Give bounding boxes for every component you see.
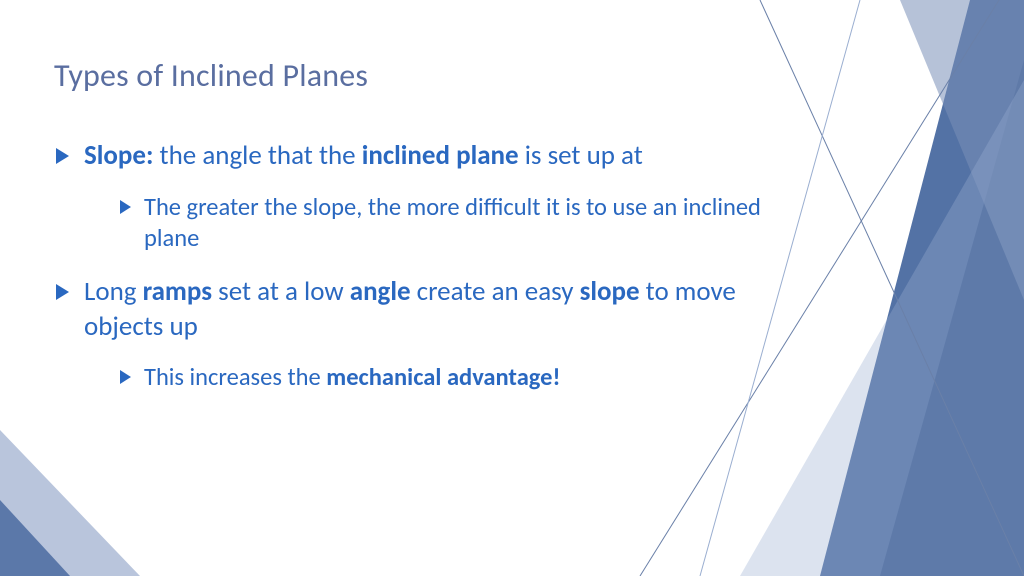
text-run: create an easy bbox=[411, 275, 580, 308]
text-run: Long bbox=[84, 275, 143, 308]
decor-shard bbox=[880, 60, 1024, 576]
text-run: the angle that the bbox=[153, 139, 361, 172]
decor-line bbox=[760, 0, 1024, 576]
bold-run: angle bbox=[350, 275, 411, 308]
bullet-lvl2: This increases the mechanical advantage! bbox=[118, 362, 774, 394]
bold-run: Slope: bbox=[84, 139, 153, 172]
text-run: set at a low bbox=[212, 275, 350, 308]
bold-run: inclined plane bbox=[362, 139, 519, 172]
text-run: The greater the slope, the more difficul… bbox=[144, 192, 761, 254]
bullet-lvl2: The greater the slope, the more difficul… bbox=[118, 192, 774, 256]
slide: Types of Inclined Planes Slope: the angl… bbox=[0, 0, 1024, 576]
text-run: This increases the bbox=[144, 362, 326, 392]
bullet-list: Slope: the angle that the inclined plane… bbox=[54, 139, 774, 394]
bullet-lvl1: Slope: the angle that the inclined plane… bbox=[54, 139, 774, 255]
decor-shard bbox=[740, 80, 1024, 576]
bold-run: mechanical advantage! bbox=[326, 362, 560, 392]
bullet-lvl1: Long ramps set at a low angle create an … bbox=[54, 275, 774, 394]
slide-title: Types of Inclined Planes bbox=[54, 56, 774, 95]
decor-shard bbox=[820, 0, 1024, 576]
bullet-sublist: The greater the slope, the more difficul… bbox=[84, 192, 774, 256]
slide-content: Types of Inclined Planes Slope: the angl… bbox=[54, 56, 774, 414]
decor-shard bbox=[0, 430, 140, 576]
text-run: is set up at bbox=[519, 139, 643, 172]
bold-run: slope bbox=[580, 275, 640, 308]
decor-shard bbox=[900, 0, 1024, 300]
bullet-sublist: This increases the mechanical advantage! bbox=[84, 362, 774, 394]
decor-shard bbox=[0, 500, 70, 576]
bold-run: ramps bbox=[143, 275, 212, 308]
